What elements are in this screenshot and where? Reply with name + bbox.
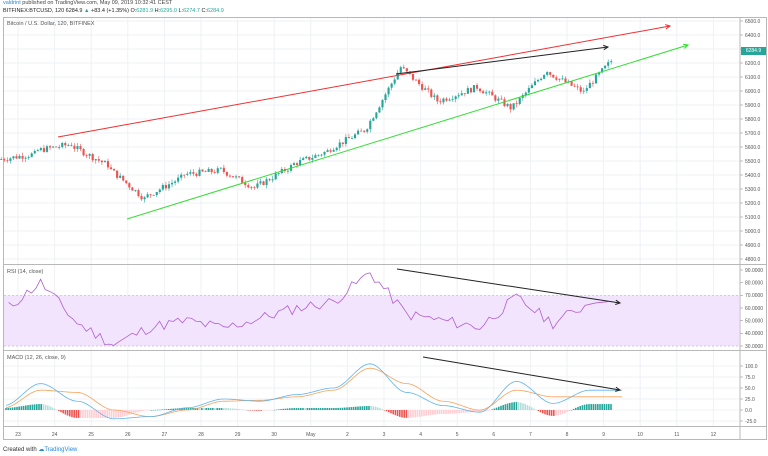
price-change: +83.4 (+1.35%) <box>91 8 129 14</box>
x-axis-label: 3 <box>383 432 386 438</box>
x-axis-label: 6 <box>492 432 495 438</box>
x-axis-label: 8 <box>566 432 569 438</box>
low-label: L: <box>178 8 184 14</box>
rsi-line <box>8 272 608 346</box>
rsi-axis-label: 30.0000 <box>745 344 763 350</box>
macd-axis-label: 50.0 <box>745 386 755 392</box>
rsi-axis-label: 80.0000 <box>745 280 763 286</box>
main-pane-title: Bitcoin / U.S. Dollar, 120, BITFINEX <box>7 21 95 27</box>
x-axis-label: 12 <box>711 432 717 438</box>
x-axis-label: 26 <box>125 432 131 438</box>
triangle-up-icon: ▲ <box>84 8 90 14</box>
price-axis-label: 5600.0 <box>745 145 761 151</box>
last-price-tag: 6284.9 <box>741 47 766 55</box>
price-axis-label: 5000.0 <box>745 229 761 235</box>
price-axis-label: 6000.0 <box>745 89 761 95</box>
price-axis-label: 6500.0 <box>745 19 761 25</box>
rsi-divergence-arrow[interactable] <box>396 268 622 305</box>
chart-frame[interactable] <box>3 17 767 440</box>
price-axis-label: 4900.0 <box>745 243 761 249</box>
price-axis-label: 6100.0 <box>745 75 761 81</box>
symbol: BITFINEX:BTCUSD, 120 <box>3 8 65 14</box>
symbol-info-line: BITFINEX:BTCUSD, 120 6284.9 ▲ +83.4 (+1.… <box>3 8 224 14</box>
macd-axis-label: -25.0 <box>745 419 757 425</box>
created-with-text: Created with <box>3 447 37 453</box>
low-value: 6274.7 <box>183 8 200 14</box>
rsi-axis-label: 70.0000 <box>745 293 763 299</box>
price-axis-label: 5300.0 <box>745 187 761 193</box>
macd-line <box>5 363 622 420</box>
rsi-pane-title: RSI (14, close) <box>7 269 44 275</box>
x-axis-label: 9 <box>602 432 605 438</box>
x-axis-label: 29 <box>235 432 241 438</box>
footer: Created with ☁TradingView <box>3 446 77 453</box>
macd-axis-label: 100.0 <box>745 364 758 370</box>
rsi-axis-label: 90.0000 <box>745 268 763 274</box>
tradingview-brand[interactable]: TradingView <box>44 447 78 453</box>
price-axis-label: 5100.0 <box>745 215 761 221</box>
resistance-trendline[interactable] <box>57 24 672 138</box>
price-higher-highs-arrow[interactable] <box>395 44 610 75</box>
price-axis-label: 5800.0 <box>745 117 761 123</box>
price-axis-label: 5700.0 <box>745 131 761 137</box>
x-axis-label: 23 <box>15 432 21 438</box>
candles <box>0 59 613 203</box>
publisher-username[interactable]: valdrint <box>3 0 21 6</box>
close-value: 6284.9 <box>206 8 224 14</box>
price-axis-label: 5400.0 <box>745 173 761 179</box>
macd-axis-label: 0.0 <box>745 408 752 414</box>
tradingview-logo-icon: ☁ <box>38 447 45 453</box>
macd-axis-label: 25.0 <box>745 397 755 403</box>
x-axis-label: 24 <box>52 432 58 438</box>
macd-divergence-arrow[interactable] <box>422 356 622 392</box>
x-axis-label: 25 <box>88 432 94 438</box>
price-axis-label: 6400.0 <box>745 33 761 39</box>
last-price: 6284.9 <box>65 8 83 14</box>
macd-pane-title: MACD (12, 26, close, 9) <box>7 355 66 361</box>
price-axis-label: 5200.0 <box>745 201 761 207</box>
x-axis-label: 7 <box>529 432 532 438</box>
publisher-line: valdrint published on TradingView.com, M… <box>3 0 172 6</box>
price-axis-label: 6200.0 <box>745 61 761 67</box>
rsi-axis-label: 60.0000 <box>745 306 763 312</box>
x-axis-label: 30 <box>271 432 277 438</box>
x-axis-label: May <box>306 432 316 438</box>
x-axis-label: 4 <box>419 432 422 438</box>
x-axis-label: 27 <box>162 432 168 438</box>
macd-axis-label: 75.0 <box>745 375 755 381</box>
signal-line <box>5 367 622 417</box>
rsi-axis-label: 40.0000 <box>745 331 763 337</box>
rsi-axis-label: 50.0000 <box>745 318 763 324</box>
x-axis-label: 5 <box>456 432 459 438</box>
open-label: O: <box>130 8 137 14</box>
price-axis-label: 4800.0 <box>745 257 761 263</box>
x-axis-label: 2 <box>346 432 349 438</box>
high-value: 6295.0 <box>160 8 177 14</box>
open-value: 6281.9 <box>136 8 154 14</box>
x-axis-label: 11 <box>674 432 679 438</box>
x-axis-label: 28 <box>198 432 204 438</box>
published-text: published on TradingView.com, May 09, 20… <box>20 0 173 6</box>
close-label: C: <box>201 8 207 14</box>
high-label: H: <box>154 8 161 14</box>
price-axis-label: 5500.0 <box>745 159 761 165</box>
support-trendline[interactable] <box>126 43 690 220</box>
price-axis-label: 5900.0 <box>745 103 761 109</box>
x-axis-label: 10 <box>637 432 643 438</box>
